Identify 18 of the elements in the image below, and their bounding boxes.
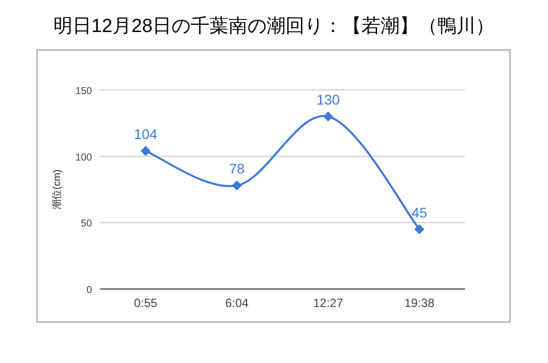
y-tick-label: 150 — [75, 86, 92, 97]
y-axis-title: 潮位(cm) — [51, 170, 63, 210]
point — [140, 146, 151, 156]
x-tick-label: 0:55 — [134, 296, 158, 310]
x-tick-label: 6:04 — [225, 296, 249, 310]
title: 明日12月28日の千葉南の潮回り：【若潮】（鴨川） — [53, 16, 495, 37]
point — [232, 180, 242, 191]
x-tick-label: 19:38 — [404, 296, 435, 310]
data-label: 104 — [134, 126, 158, 142]
y-tick-label: 100 — [75, 152, 92, 164]
y-tick-label: 50 — [80, 218, 92, 230]
y-tick-label: 0 — [86, 285, 92, 296]
data-label: 78 — [229, 160, 245, 177]
point — [414, 224, 424, 234]
x-tick-label: 12:27 — [313, 296, 344, 310]
data-label: 45 — [412, 204, 428, 220]
data-label: 130 — [316, 92, 340, 108]
point — [323, 112, 334, 122]
